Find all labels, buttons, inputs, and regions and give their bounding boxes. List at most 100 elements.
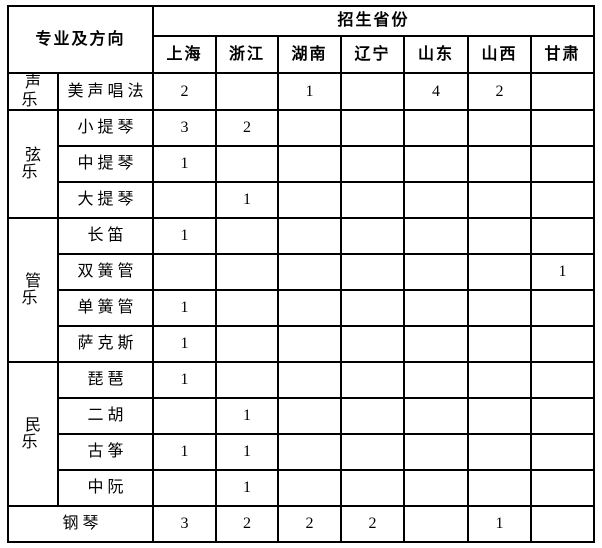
value-cell bbox=[340, 181, 406, 220]
value-cell bbox=[215, 325, 280, 364]
value-cell: 2 bbox=[152, 71, 218, 112]
value-cell bbox=[215, 145, 280, 184]
value-cell bbox=[215, 361, 280, 400]
value-cell bbox=[340, 397, 406, 436]
value-cell: 4 bbox=[403, 71, 470, 112]
value-cell bbox=[277, 397, 343, 436]
value-cell bbox=[403, 145, 470, 184]
value-cell bbox=[403, 325, 470, 364]
value-cell bbox=[403, 289, 470, 328]
value-cell bbox=[467, 181, 533, 220]
value-cell bbox=[340, 217, 406, 256]
value-cell: 1 bbox=[152, 217, 218, 256]
value-cell: 1 bbox=[215, 181, 280, 220]
header-province-shanxi: 山西 bbox=[467, 35, 533, 74]
specialty-cell: 双簧管 bbox=[56, 253, 155, 292]
value-cell bbox=[530, 433, 596, 472]
value-cell bbox=[403, 109, 470, 148]
value-cell bbox=[467, 361, 533, 400]
value-cell bbox=[403, 181, 470, 220]
table-row: 弦乐 小提琴 3 2 bbox=[7, 109, 596, 220]
table-row: 单簧管 1 bbox=[8, 289, 596, 328]
value-cell bbox=[530, 325, 596, 364]
value-cell bbox=[340, 109, 406, 148]
value-cell: 1 bbox=[152, 325, 218, 364]
value-cell bbox=[277, 325, 343, 364]
header-province-zhejiang: 浙江 bbox=[215, 35, 280, 74]
specialty-cell: 美声唱法 bbox=[56, 71, 155, 112]
value-cell bbox=[152, 253, 218, 292]
value-cell: 2 bbox=[277, 505, 343, 544]
value-cell bbox=[403, 505, 470, 544]
header-province-liaoning: 辽宁 bbox=[340, 35, 406, 74]
table-footer: 钢琴 3 2 2 2 1 bbox=[6, 505, 596, 544]
value-cell bbox=[530, 505, 596, 544]
value-cell bbox=[277, 469, 343, 508]
table-row: 中阮 1 bbox=[8, 469, 596, 508]
value-cell: 1 bbox=[215, 433, 280, 472]
value-cell bbox=[215, 217, 280, 256]
value-cell: 1 bbox=[277, 71, 343, 112]
value-cell bbox=[277, 253, 343, 292]
value-cell bbox=[152, 181, 218, 220]
value-cell bbox=[215, 253, 280, 292]
header-province-gansu: 甘肃 bbox=[530, 35, 596, 74]
table-body: 声乐 美声唱法 2 1 4 2 弦乐 小提琴 3 2 中提琴 1 大提琴 1 管乐 长笛 1 双簧管 1 单簧管 1 萨克… bbox=[7, 71, 596, 508]
value-cell bbox=[340, 469, 406, 508]
value-cell bbox=[530, 469, 596, 508]
specialty-cell: 中提琴 bbox=[56, 145, 155, 184]
header-province-shanghai: 上海 bbox=[152, 35, 218, 74]
value-cell bbox=[277, 181, 343, 220]
header-province-hunan: 湖南 bbox=[277, 35, 343, 74]
value-cell: 1 bbox=[215, 469, 280, 508]
value-cell bbox=[467, 397, 533, 436]
value-cell bbox=[152, 469, 218, 508]
value-cell bbox=[215, 289, 280, 328]
header-province-shandong: 山东 bbox=[403, 35, 470, 74]
value-cell: 1 bbox=[152, 145, 218, 184]
value-cell bbox=[152, 397, 218, 436]
value-cell bbox=[403, 253, 470, 292]
value-cell bbox=[467, 433, 533, 472]
specialty-cell: 琵琶 bbox=[56, 361, 155, 400]
value-cell bbox=[215, 71, 280, 112]
value-cell bbox=[530, 361, 596, 400]
specialty-cell: 中阮 bbox=[56, 469, 155, 508]
value-cell bbox=[340, 145, 406, 184]
header-provinces-label: 招生省份 bbox=[152, 5, 596, 37]
value-cell: 2 bbox=[340, 505, 406, 544]
value-cell bbox=[340, 325, 406, 364]
value-cell bbox=[277, 433, 343, 472]
specialty-cell: 长笛 bbox=[56, 217, 155, 256]
group-cell: 民乐 bbox=[7, 361, 59, 508]
value-cell bbox=[277, 361, 343, 400]
specialty-cell: 萨克斯 bbox=[56, 325, 155, 364]
piano-row: 钢琴 3 2 2 2 1 bbox=[6, 505, 596, 544]
piano-row-label: 钢琴 bbox=[6, 505, 155, 544]
value-cell bbox=[530, 145, 596, 184]
value-cell bbox=[277, 289, 343, 328]
value-cell bbox=[340, 433, 406, 472]
group-cell: 弦乐 bbox=[7, 109, 59, 220]
table-row: 管乐 长笛 1 bbox=[7, 217, 596, 364]
value-cell bbox=[467, 145, 533, 184]
table-row: 中提琴 1 bbox=[8, 145, 596, 184]
specialty-cell: 古筝 bbox=[56, 433, 155, 472]
value-cell bbox=[530, 181, 596, 220]
value-cell bbox=[277, 145, 343, 184]
admissions-table: 专业及方向 招生省份 上海 浙江 湖南 辽宁 山东 山西 甘肃 声乐 美声唱法 2 1… bbox=[6, 5, 596, 544]
value-cell bbox=[467, 109, 533, 148]
value-cell bbox=[340, 253, 406, 292]
specialty-cell: 单簧管 bbox=[56, 289, 155, 328]
value-cell bbox=[403, 397, 470, 436]
value-cell bbox=[403, 361, 470, 400]
table-row: 大提琴 1 bbox=[8, 181, 596, 220]
value-cell: 3 bbox=[152, 505, 218, 544]
value-cell: 1 bbox=[530, 253, 596, 292]
table-row: 声乐 美声唱法 2 1 4 2 bbox=[7, 71, 596, 112]
value-cell bbox=[530, 109, 596, 148]
value-cell bbox=[530, 289, 596, 328]
value-cell: 3 bbox=[152, 109, 218, 148]
table-row: 双簧管 1 bbox=[8, 253, 596, 292]
value-cell: 1 bbox=[152, 289, 218, 328]
